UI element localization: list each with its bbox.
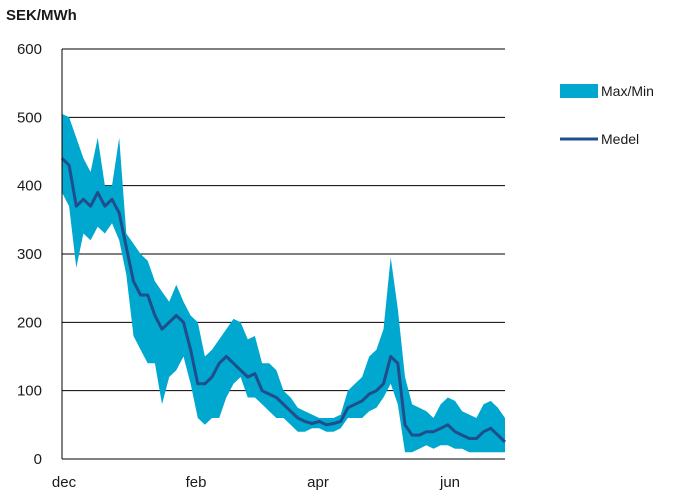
grid — [62, 48, 505, 392]
x-tick-label: jun — [439, 474, 460, 491]
y-tick-label: 200 — [17, 314, 42, 331]
y-tick-labels: 0 100 200 300 400 500 600 — [17, 41, 42, 468]
legend-band-swatch — [560, 84, 598, 98]
legend-line-label: Medel — [601, 131, 639, 147]
y-tick-label: 500 — [17, 109, 42, 126]
x-tick-label: feb — [186, 474, 207, 491]
y-tick-label: 100 — [17, 383, 42, 400]
legend-band-label: Max/Min — [601, 83, 654, 99]
max-min-band — [62, 113, 505, 453]
x-tick-label: dec — [52, 474, 77, 491]
unit-label: SEK/MWh — [6, 7, 77, 24]
x-tick-label: apr — [307, 474, 329, 491]
medel-line — [60, 157, 507, 443]
legend: Max/Min Medel — [560, 83, 654, 147]
x-tick-labels: dec feb apr jun — [52, 474, 460, 491]
y-tick-label: 0 — [34, 451, 42, 468]
y-tick-label: 600 — [17, 41, 42, 58]
y-tick-label: 400 — [17, 178, 42, 195]
y-tick-label: 300 — [17, 246, 42, 263]
